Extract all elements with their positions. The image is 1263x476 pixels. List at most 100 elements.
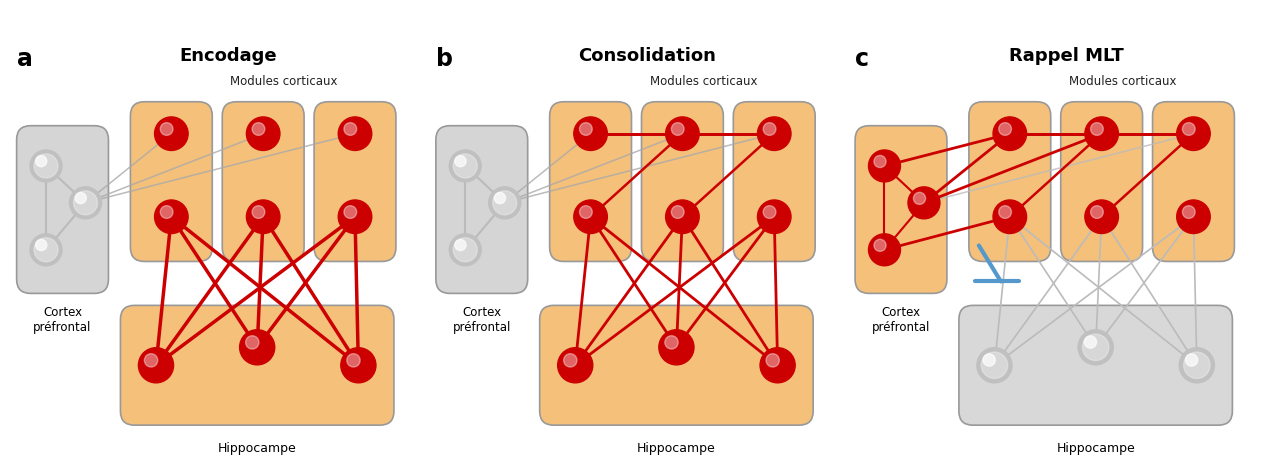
Text: Consolidation: Consolidation: [578, 47, 716, 65]
Text: Hippocampe: Hippocampe: [217, 441, 297, 454]
Text: Modules corticaux: Modules corticaux: [1068, 75, 1176, 88]
Circle shape: [344, 206, 356, 219]
Circle shape: [347, 354, 360, 367]
Text: b: b: [436, 47, 453, 71]
Circle shape: [981, 352, 1008, 378]
FancyBboxPatch shape: [855, 127, 947, 294]
FancyBboxPatch shape: [130, 102, 212, 262]
Circle shape: [30, 151, 62, 182]
Text: Hippocampe: Hippocampe: [637, 441, 716, 454]
Circle shape: [253, 206, 265, 219]
Circle shape: [489, 188, 520, 219]
Circle shape: [30, 234, 62, 266]
Circle shape: [34, 155, 58, 178]
Circle shape: [874, 240, 887, 252]
Circle shape: [240, 330, 275, 365]
Circle shape: [580, 206, 592, 219]
Circle shape: [1182, 123, 1195, 136]
Circle shape: [580, 123, 592, 136]
Text: c: c: [855, 47, 869, 71]
Circle shape: [1177, 118, 1210, 151]
Circle shape: [976, 348, 1012, 383]
Circle shape: [493, 191, 517, 215]
Circle shape: [869, 151, 901, 182]
Circle shape: [450, 151, 481, 182]
Circle shape: [913, 193, 926, 205]
Circle shape: [1182, 206, 1195, 219]
Circle shape: [154, 200, 188, 234]
Circle shape: [758, 200, 791, 234]
Circle shape: [160, 206, 173, 219]
FancyBboxPatch shape: [539, 306, 813, 425]
Circle shape: [999, 123, 1012, 136]
Text: Cortex
préfrontal: Cortex préfrontal: [452, 306, 512, 334]
Circle shape: [69, 188, 101, 219]
Circle shape: [874, 156, 887, 168]
Circle shape: [763, 206, 775, 219]
Circle shape: [494, 193, 505, 204]
Circle shape: [760, 348, 796, 383]
Text: Cortex
préfrontal: Cortex préfrontal: [871, 306, 930, 334]
Circle shape: [1180, 348, 1215, 383]
Circle shape: [338, 200, 371, 234]
Circle shape: [672, 206, 685, 219]
Circle shape: [993, 118, 1027, 151]
Text: a: a: [16, 47, 33, 71]
Circle shape: [453, 155, 477, 178]
Circle shape: [869, 234, 901, 266]
Circle shape: [672, 123, 685, 136]
FancyBboxPatch shape: [1061, 102, 1143, 262]
Circle shape: [1079, 330, 1113, 365]
Circle shape: [344, 123, 356, 136]
Circle shape: [573, 200, 608, 234]
Text: Modules corticaux: Modules corticaux: [649, 75, 757, 88]
Circle shape: [338, 118, 371, 151]
FancyBboxPatch shape: [969, 102, 1051, 262]
Circle shape: [1084, 336, 1096, 348]
Circle shape: [1082, 335, 1109, 361]
Circle shape: [455, 240, 466, 251]
Text: Modules corticaux: Modules corticaux: [230, 75, 338, 88]
Circle shape: [664, 336, 678, 349]
Circle shape: [246, 200, 280, 234]
Circle shape: [983, 354, 995, 367]
FancyBboxPatch shape: [549, 102, 632, 262]
Circle shape: [75, 193, 86, 204]
Circle shape: [73, 191, 97, 215]
Circle shape: [35, 240, 47, 251]
FancyBboxPatch shape: [734, 102, 815, 262]
FancyBboxPatch shape: [314, 102, 395, 262]
Circle shape: [1090, 206, 1104, 219]
FancyBboxPatch shape: [120, 306, 394, 425]
FancyBboxPatch shape: [436, 127, 528, 294]
Circle shape: [1085, 200, 1119, 234]
Circle shape: [659, 330, 693, 365]
Circle shape: [341, 348, 376, 383]
Circle shape: [763, 123, 775, 136]
Circle shape: [999, 206, 1012, 219]
Circle shape: [450, 234, 481, 266]
FancyBboxPatch shape: [1153, 102, 1234, 262]
Circle shape: [154, 118, 188, 151]
Circle shape: [767, 354, 779, 367]
Circle shape: [35, 156, 47, 168]
FancyBboxPatch shape: [222, 102, 304, 262]
Circle shape: [246, 118, 280, 151]
Circle shape: [908, 188, 940, 219]
Text: Encodage: Encodage: [179, 47, 277, 65]
Text: Rappel MLT: Rappel MLT: [1009, 47, 1124, 65]
FancyBboxPatch shape: [16, 127, 109, 294]
Circle shape: [455, 156, 466, 168]
Circle shape: [160, 123, 173, 136]
Circle shape: [993, 200, 1027, 234]
Circle shape: [1177, 200, 1210, 234]
Circle shape: [1085, 118, 1119, 151]
Circle shape: [245, 336, 259, 349]
Circle shape: [573, 118, 608, 151]
Circle shape: [1186, 354, 1197, 367]
Circle shape: [253, 123, 265, 136]
Text: Hippocampe: Hippocampe: [1056, 441, 1135, 454]
Text: Cortex
préfrontal: Cortex préfrontal: [33, 306, 92, 334]
Circle shape: [144, 354, 158, 367]
Circle shape: [139, 348, 173, 383]
